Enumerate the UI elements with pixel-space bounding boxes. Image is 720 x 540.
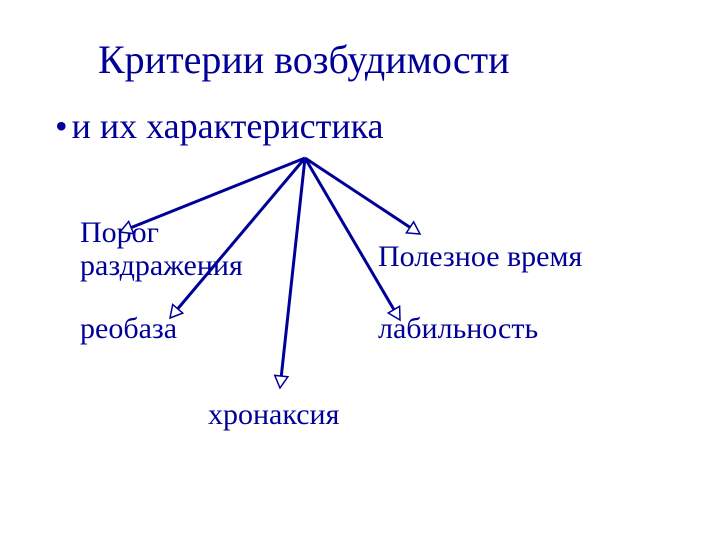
label-reobaza: реобаза	[80, 312, 177, 345]
subtitle-line: •и их характеристика	[55, 105, 384, 147]
label-hronaksiya: хронаксия	[208, 398, 339, 431]
label-poleznoe: Полезное время	[378, 240, 582, 273]
label-porog-line1: Порог	[80, 216, 159, 249]
label-porog-line2: раздражения	[80, 249, 243, 282]
label-labilnost: лабильность	[378, 312, 538, 345]
label-porog: Порог раздражения	[80, 216, 243, 282]
page-title: Критерии возбудимости	[98, 36, 510, 83]
bullet-icon: •	[55, 106, 68, 146]
subtitle-text: и их характеристика	[72, 106, 384, 146]
